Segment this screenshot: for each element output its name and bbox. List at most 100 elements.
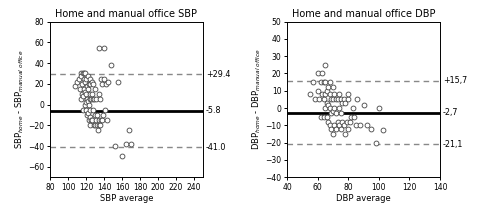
Point	[328, 127, 336, 130]
Point	[114, 80, 122, 83]
Point	[94, 129, 102, 132]
Point	[122, 142, 130, 146]
Point	[306, 92, 314, 96]
Point	[98, 82, 106, 86]
Point	[320, 115, 328, 118]
Point	[86, 82, 94, 86]
Point	[356, 124, 364, 127]
Point	[330, 124, 338, 127]
Y-axis label: SBP$_{home}$ - SBP$_{manual\ office}$: SBP$_{home}$ - SBP$_{manual\ office}$	[13, 50, 26, 149]
Point	[332, 98, 340, 101]
Point	[100, 46, 108, 49]
Point	[86, 77, 94, 80]
Point	[328, 98, 336, 101]
Point	[80, 87, 88, 91]
Point	[322, 106, 330, 110]
Point	[84, 103, 92, 106]
Point	[100, 77, 108, 80]
Point	[344, 98, 352, 101]
Point	[76, 72, 84, 75]
Point	[84, 87, 92, 91]
Point	[107, 64, 115, 67]
Text: -5.8: -5.8	[206, 106, 222, 115]
Point	[84, 111, 92, 114]
Point	[76, 87, 84, 91]
Point	[323, 89, 331, 92]
Point	[83, 84, 91, 88]
Title: Home and manual office SBP: Home and manual office SBP	[56, 10, 198, 19]
Point	[314, 72, 322, 75]
Point	[83, 98, 91, 101]
Text: -41.0: -41.0	[206, 143, 227, 152]
Point	[101, 108, 109, 111]
Point	[324, 103, 332, 106]
Point	[324, 86, 332, 89]
Point	[98, 118, 106, 122]
Point	[322, 80, 330, 84]
Y-axis label: DBP$_{home}$ - DBP$_{manual\ office}$: DBP$_{home}$ - DBP$_{manual\ office}$	[250, 49, 262, 150]
Point	[322, 63, 330, 67]
Text: -2,7: -2,7	[443, 108, 458, 117]
Point	[96, 46, 104, 49]
Point	[80, 72, 88, 75]
Point	[89, 98, 97, 101]
Point	[329, 110, 337, 113]
Text: -21,1: -21,1	[443, 140, 464, 149]
Point	[84, 74, 92, 77]
Point	[88, 118, 96, 122]
Point	[81, 90, 89, 94]
Point	[360, 103, 368, 106]
Point	[344, 92, 352, 96]
Point	[125, 129, 133, 132]
Point	[75, 77, 83, 80]
Point	[94, 92, 102, 96]
Point	[82, 101, 90, 104]
Point	[348, 115, 356, 118]
Point	[350, 115, 358, 118]
Point	[328, 111, 336, 115]
Point	[326, 80, 334, 84]
Text: +29.4: +29.4	[206, 70, 231, 79]
Point	[81, 103, 89, 106]
Point	[89, 108, 97, 111]
Point	[93, 124, 101, 127]
Point	[127, 142, 135, 146]
Point	[111, 144, 119, 148]
Point	[375, 106, 383, 110]
Point	[86, 98, 94, 101]
Point	[318, 72, 326, 75]
Point	[96, 98, 104, 101]
Point	[80, 108, 88, 111]
Point	[334, 120, 342, 124]
Point	[102, 118, 110, 122]
Point	[336, 111, 344, 115]
Point	[323, 101, 331, 105]
Point	[94, 124, 102, 127]
Point	[340, 98, 347, 101]
Point	[88, 80, 96, 83]
Point	[99, 113, 107, 117]
Point	[78, 92, 86, 96]
Point	[92, 118, 100, 122]
Point	[80, 95, 88, 98]
Point	[326, 92, 334, 96]
Point	[349, 106, 357, 110]
Point	[91, 113, 99, 117]
Point	[86, 115, 94, 119]
Point	[362, 124, 370, 127]
Point	[73, 80, 81, 83]
Point	[330, 106, 338, 110]
Point	[102, 82, 110, 86]
Point	[86, 92, 94, 96]
Point	[118, 155, 126, 158]
Point	[316, 80, 324, 84]
Point	[367, 127, 375, 130]
Point	[98, 118, 106, 122]
Point	[80, 72, 88, 75]
Point	[380, 129, 388, 132]
Point	[78, 82, 86, 86]
Point	[352, 124, 360, 127]
Point	[314, 89, 322, 92]
Point	[83, 113, 91, 117]
Point	[340, 124, 347, 127]
